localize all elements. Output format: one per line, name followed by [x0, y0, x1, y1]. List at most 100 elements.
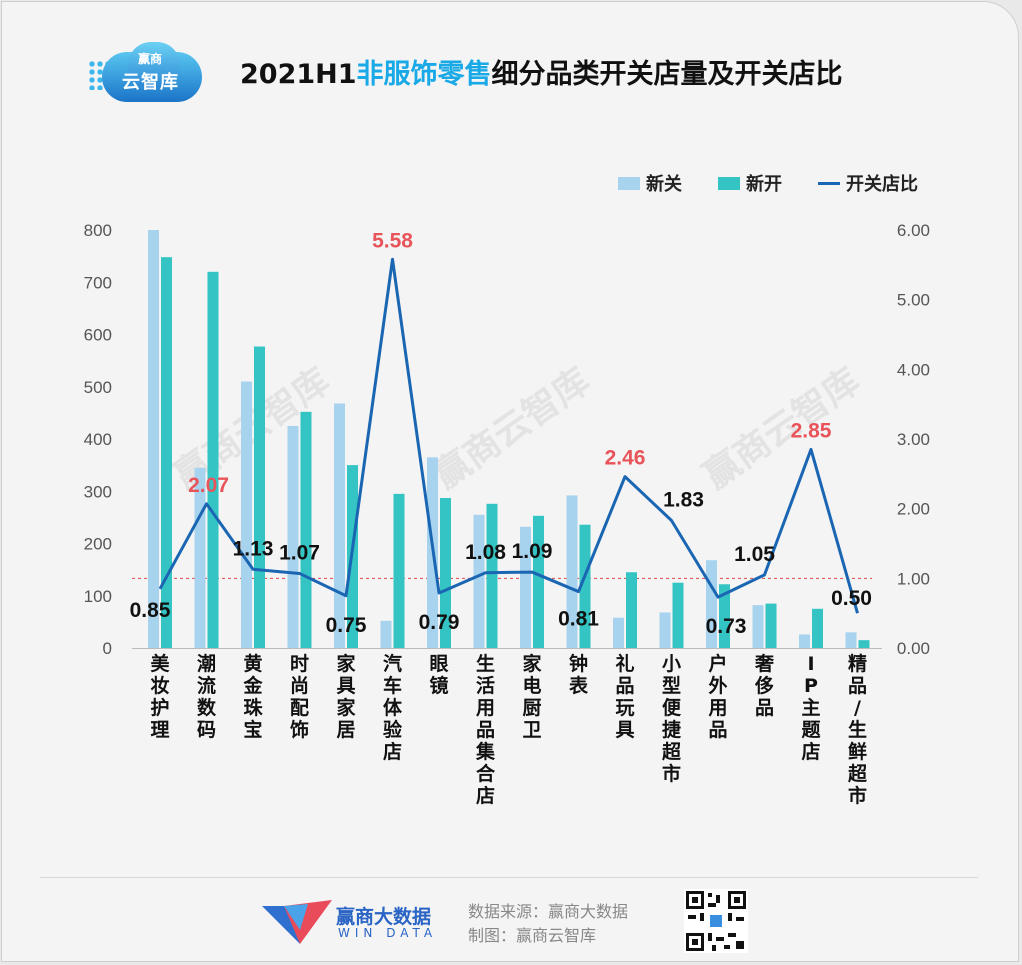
logo-big-text: 云智库: [122, 72, 179, 93]
bar-closed: [287, 425, 299, 648]
y-left-tick-label: 200: [84, 535, 112, 554]
bar-closed: [799, 634, 810, 648]
bar-opened: [579, 524, 591, 648]
x-tick-label: 潮流数码: [197, 653, 217, 741]
x-tick-label: 钟表: [569, 652, 589, 697]
footer-brand: 赢商大数据: [336, 906, 432, 928]
ratio-line: [158, 257, 859, 614]
y-right-tick-label: 3.00: [897, 430, 930, 449]
bar-closed: [473, 514, 485, 648]
x-tick-label: I P 主题店: [801, 653, 820, 763]
brand-logo: 赢商 云智库: [88, 42, 206, 104]
legend-item-ratio: 开关店比: [818, 170, 918, 196]
legend-item-closed: 新关: [618, 170, 682, 196]
bar-closed: [380, 620, 392, 648]
ratio-data-label: 2.46: [605, 447, 646, 470]
y-right-tick-label: 1.00: [897, 569, 930, 588]
y-left-tick-label: 300: [84, 482, 112, 501]
ratio-data-label: 0.79: [419, 611, 460, 634]
ratio-data-label: 0.73: [706, 615, 747, 638]
bar-closed: [706, 560, 717, 648]
legend-swatch-opened: [718, 176, 740, 190]
legend-label-closed: 新关: [646, 174, 682, 195]
bar-opened: [254, 346, 265, 648]
y-left-tick-label: 0: [103, 639, 112, 658]
y-right-tick-label: 4.00: [897, 360, 930, 379]
y-left-tick-label: 600: [84, 326, 112, 345]
y-right-tick-label: 0.00: [897, 639, 930, 658]
y-left-tick-label: 500: [84, 378, 112, 397]
x-tick-label: 美妆护理: [150, 652, 170, 741]
y-right-tick-label: 6.00: [897, 221, 930, 240]
bar-opened: [440, 498, 451, 648]
ratio-data-label: 2.85: [791, 419, 832, 442]
y-left-tick-label: 400: [84, 430, 112, 449]
windata-logo-icon: [262, 900, 332, 944]
ratio-data-label: 0.50: [831, 587, 872, 610]
ratio-data-label: 1.05: [734, 543, 775, 566]
bar-opened: [812, 608, 823, 648]
y-left-tick-label: 800: [84, 221, 112, 240]
x-tick-label: 黄金珠宝: [242, 652, 263, 741]
x-tick-label: 奢侈品: [754, 652, 775, 719]
ratio-data-label: 1.08: [465, 541, 506, 564]
bar-opened: [533, 515, 544, 648]
y-right-tick-label: 5.00: [897, 291, 930, 310]
bar-opened: [207, 271, 219, 648]
data-source-text: 数据来源：赢商大数据: [468, 902, 629, 921]
legend-label-ratio: 开关店比: [846, 174, 918, 195]
bar-closed: [659, 612, 671, 648]
title-prefix: 2021H1: [240, 59, 357, 90]
bar-opened: [486, 503, 498, 648]
bar-opened: [626, 572, 637, 648]
bar-opened: [719, 584, 730, 648]
legend-line-ratio: [818, 181, 840, 185]
ratio-data-label: 2.07: [188, 474, 229, 497]
logo-small-text: 赢商: [138, 52, 163, 66]
legend-label-opened: 新开: [746, 174, 782, 195]
bar-closed: [334, 403, 345, 648]
x-tick-label: 小型便捷超市: [661, 653, 682, 785]
x-tick-label: 户外用品: [708, 652, 727, 741]
y-left-tick-label: 700: [84, 273, 112, 292]
bar-closed: [194, 467, 206, 648]
ratio-data-label: 0.81: [558, 608, 599, 631]
made-by-text: 制图：赢商云智库: [468, 926, 597, 945]
footer-brand-sub: WIN DATA: [338, 926, 438, 940]
ratio-data-label: 1.09: [512, 540, 553, 563]
footer-source: 数据来源：赢商大数据 制图：赢商云智库: [468, 900, 628, 948]
x-tick-label: 礼品玩具: [615, 652, 634, 741]
x-tick-label: 眼镜: [429, 653, 448, 697]
logo-cloud-top: [128, 42, 180, 88]
footer-logo: 赢商大数据 WIN DATA: [262, 898, 442, 948]
title-highlight: 非服饰零售: [356, 59, 492, 90]
bar-opened: [161, 257, 172, 648]
x-tick-label: 生活用品集合店: [475, 652, 496, 807]
bar-closed: [148, 230, 159, 648]
bar-closed: [520, 526, 531, 648]
bar-opened: [393, 493, 405, 648]
bar-closed: [845, 632, 857, 648]
title-suffix: 细分品类开关店量及开关店比: [491, 59, 843, 90]
bar-opened: [672, 582, 684, 648]
bar-closed: [613, 617, 624, 648]
x-tick-label: 家电厨卫: [522, 652, 542, 741]
bar-closed: [752, 605, 764, 648]
x-tick-label: 时尚配饰: [290, 653, 309, 741]
bar-opened: [300, 411, 312, 648]
ratio-data-label: 1.07: [279, 541, 320, 564]
x-tick-label: 精品/生鲜超市: [847, 652, 868, 807]
y-left-tick-label: 100: [84, 587, 112, 606]
ratio-data-label: 5.58: [372, 229, 413, 252]
ratio-data-label: 1.13: [233, 537, 274, 560]
ratio-data-label: 0.75: [326, 614, 367, 637]
chart-title: 2021H1非服饰零售细分品类开关店量及开关店比: [240, 52, 843, 91]
x-tick-label: 汽车体验店: [383, 652, 403, 763]
ratio-data-label: 0.85: [130, 599, 171, 622]
ratio-data-label: 1.83: [663, 489, 704, 512]
x-tick-label: 家具家居: [336, 652, 356, 741]
legend-swatch-closed: [618, 176, 640, 190]
bar-closed: [566, 495, 578, 648]
footer-divider: [40, 877, 978, 878]
